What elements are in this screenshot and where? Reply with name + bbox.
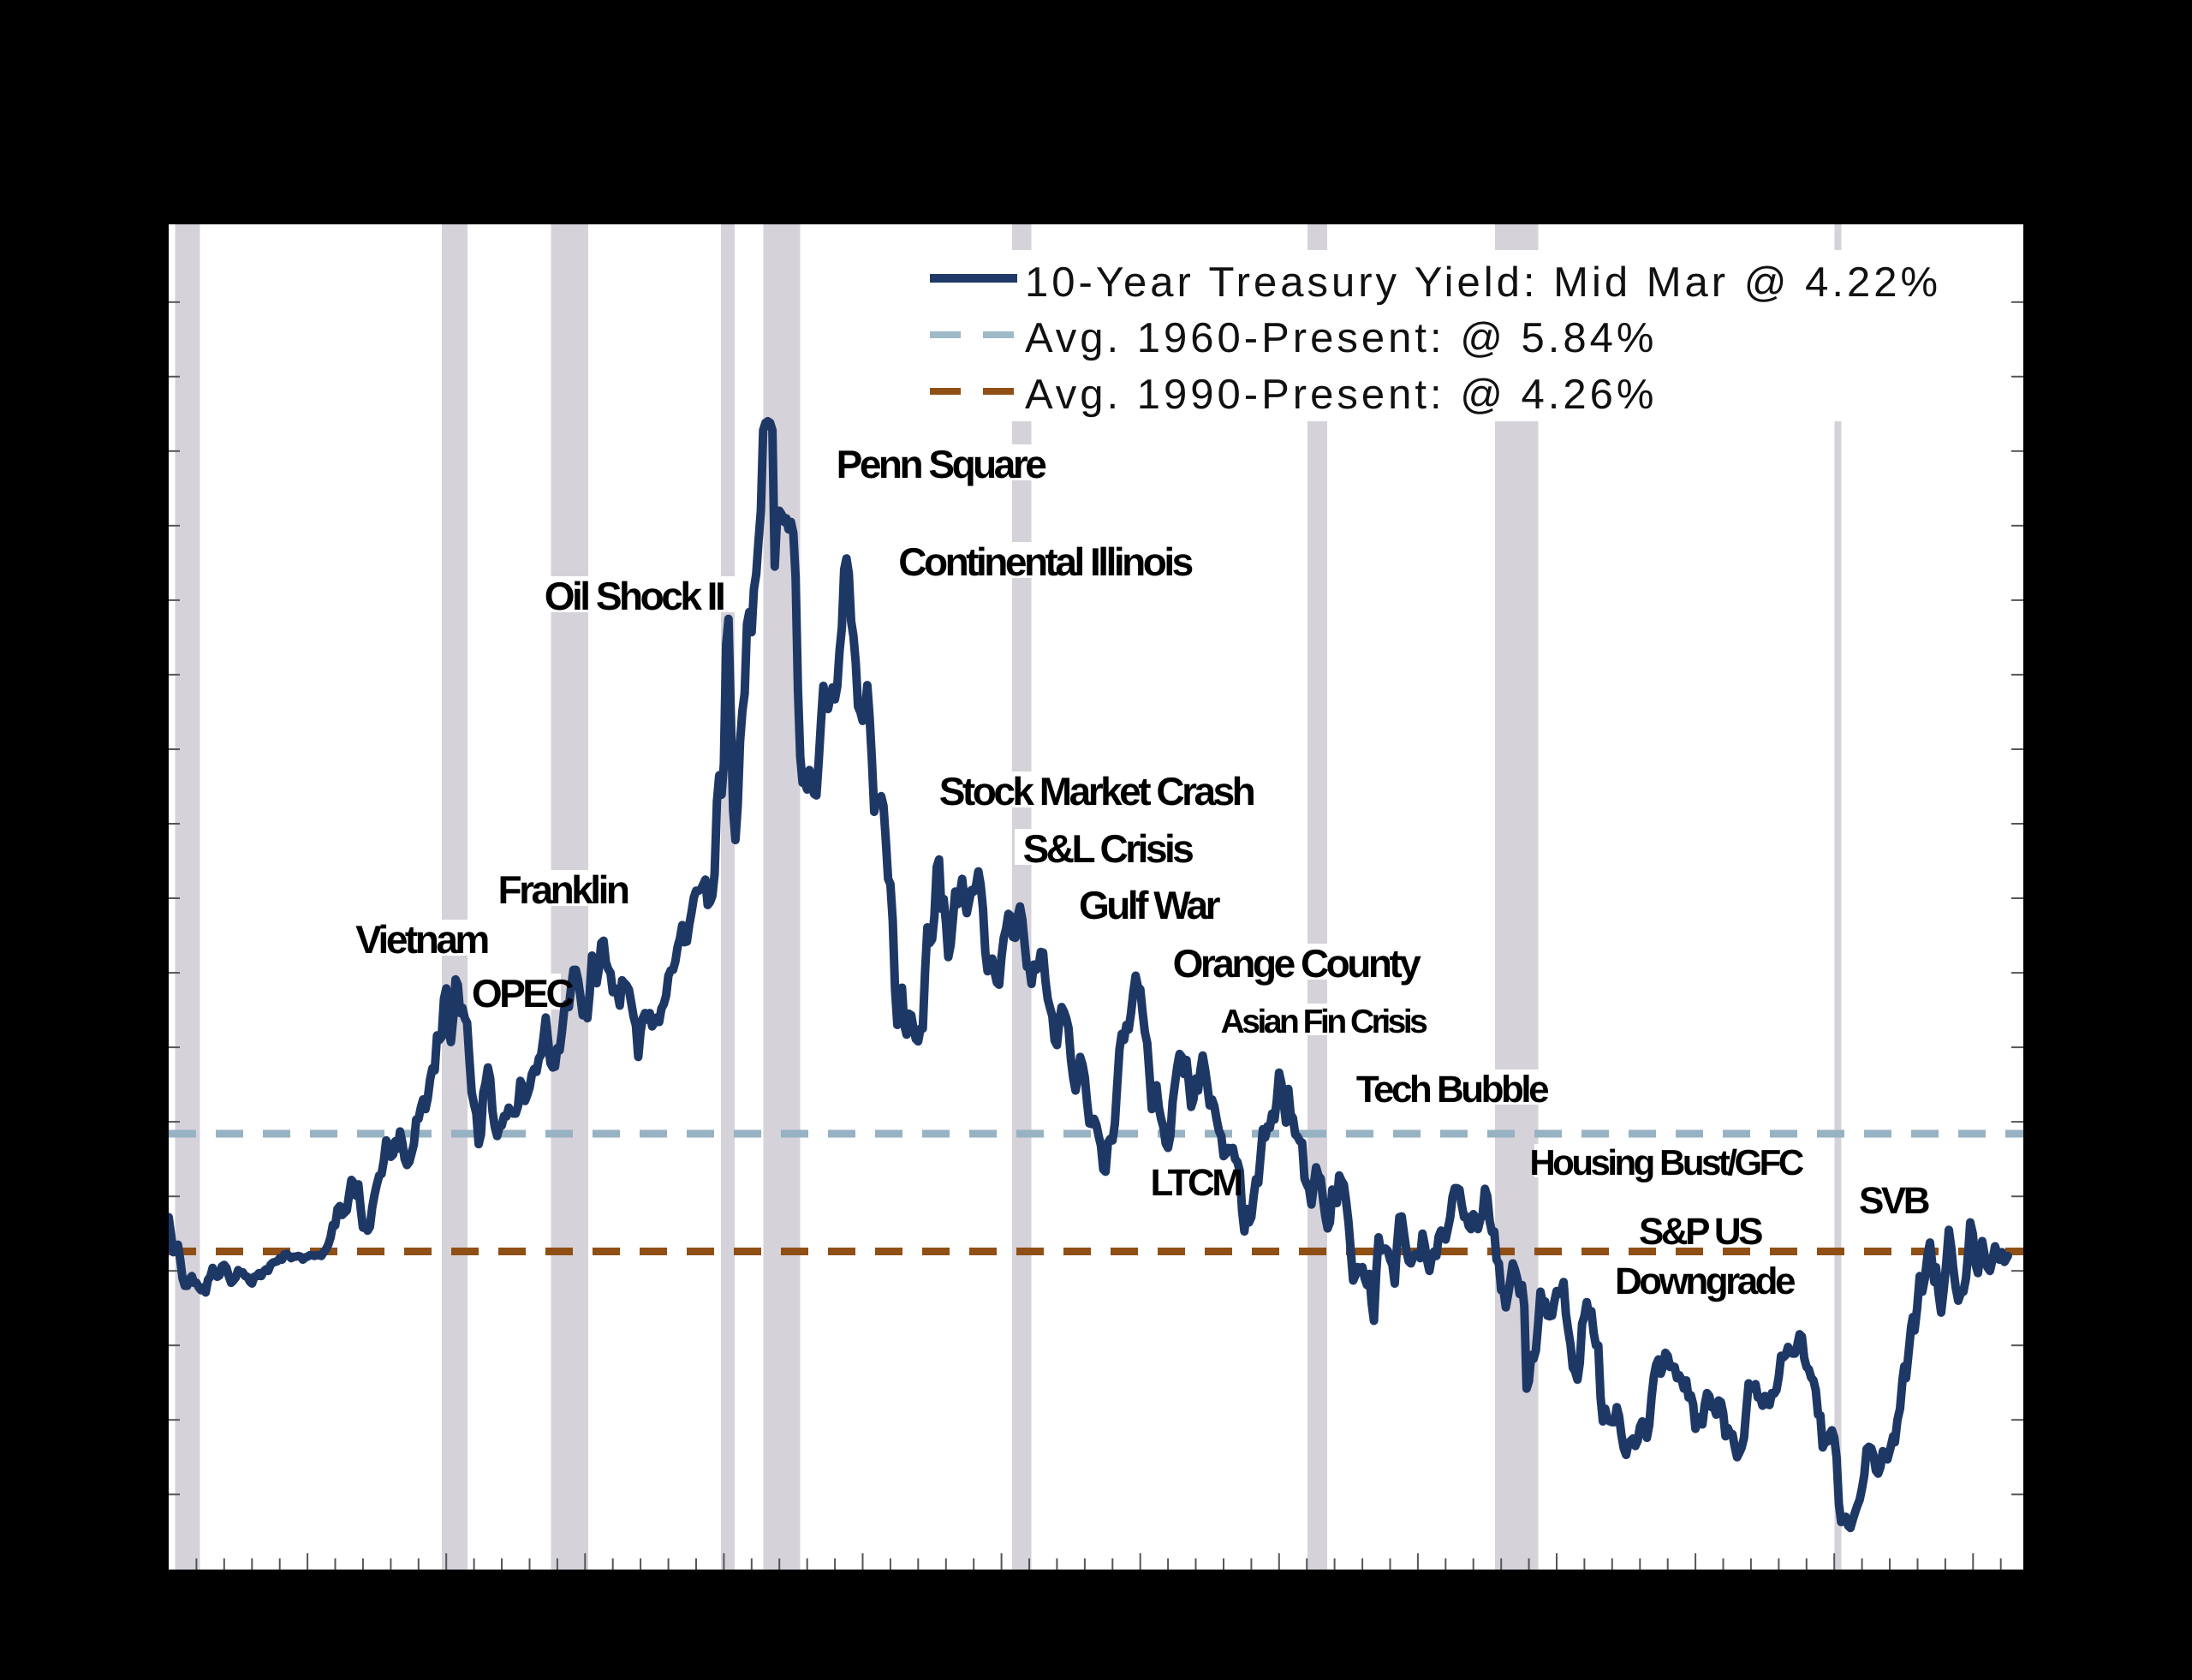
- svg-text:10-Year Treasury Yield: Mid Ma: 10-Year Treasury Yield: Mid Mar @ 4.22%: [1025, 259, 1941, 306]
- svg-text:Penn Square: Penn Square: [837, 442, 1047, 486]
- svg-text:Vietnam: Vietnam: [355, 917, 488, 962]
- svg-text:Housing Bust/GFC: Housing Bust/GFC: [1529, 1142, 1803, 1183]
- svg-text:Asian Fin Crisis: Asian Fin Crisis: [1221, 1004, 1428, 1040]
- svg-text:SVB: SVB: [1859, 1180, 1929, 1222]
- svg-text:Franklin: Franklin: [498, 867, 628, 912]
- svg-text:S&L Crisis: S&L Crisis: [1023, 826, 1194, 871]
- svg-text:Tech Bubble: Tech Bubble: [1356, 1069, 1548, 1111]
- svg-text:OPEC: OPEC: [472, 971, 574, 1016]
- svg-text:Stock Market Crash: Stock Market Crash: [939, 769, 1254, 813]
- svg-text:Oil Shock II: Oil Shock II: [545, 574, 724, 618]
- svg-text:Avg. 1990-Present: @ 4.26%: Avg. 1990-Present: @ 4.26%: [1025, 372, 1658, 418]
- svg-text:Continental Illinois: Continental Illinois: [898, 539, 1192, 584]
- svg-text:Gulf War: Gulf War: [1079, 883, 1221, 927]
- svg-text:LTCM: LTCM: [1151, 1162, 1242, 1204]
- svg-text:S&P US: S&P US: [1639, 1211, 1762, 1253]
- svg-text:Orange County: Orange County: [1173, 941, 1422, 986]
- svg-text:Avg. 1960-Present: @ 5.84%: Avg. 1960-Present: @ 5.84%: [1025, 315, 1658, 361]
- svg-text:Downgrade: Downgrade: [1615, 1260, 1795, 1302]
